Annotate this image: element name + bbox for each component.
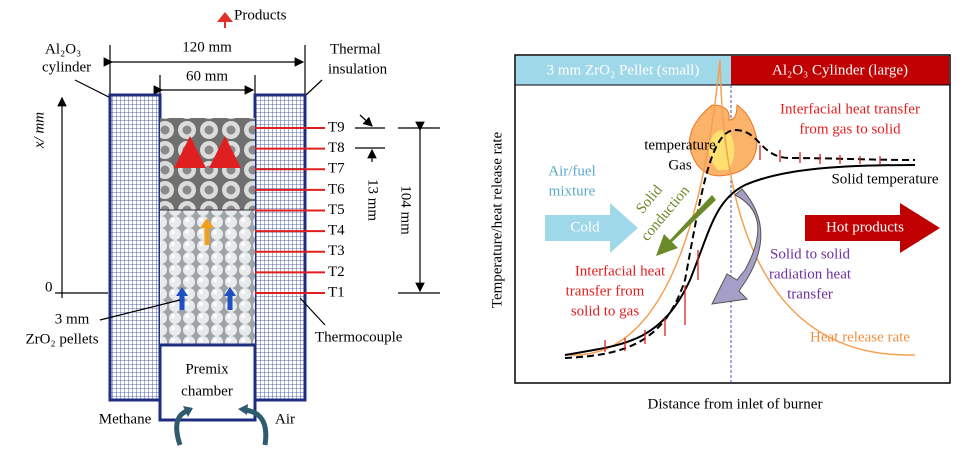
- mixture-label: Air/fuel: [548, 163, 595, 179]
- thermocouple-label: T4: [328, 223, 345, 239]
- inner-width: 60 mm: [186, 68, 228, 84]
- premix-label: chamber: [181, 383, 233, 399]
- thermocouple-label: T5: [328, 202, 345, 218]
- thermocouple-label: T8: [328, 140, 345, 156]
- gas-temperature-label: temperature: [644, 137, 716, 153]
- figure: Products Al₂O₃ cylinder 120 mm 60 mm The…: [0, 0, 966, 450]
- thermocouple-label: T1: [328, 284, 345, 300]
- air-label: Air: [275, 411, 295, 427]
- products-arrow: [217, 12, 233, 28]
- insulation: [110, 95, 160, 400]
- thermocouple-label: T2: [328, 264, 345, 280]
- gas-to-solid-label: from gas to solid: [799, 121, 901, 137]
- radiation-label: transfer: [787, 286, 833, 302]
- zero-label: 0: [45, 279, 53, 295]
- radiation-label: radiation heat: [769, 266, 852, 282]
- thermocouple-label: T9: [328, 119, 345, 135]
- gas-to-solid-label: Interfacial heat transfer: [780, 101, 920, 117]
- x-axis-label: Distance from inlet of burner: [648, 396, 823, 412]
- cylinders: [160, 118, 255, 210]
- premix-label: Premix: [185, 361, 229, 377]
- thermocouple-label: T6: [328, 181, 345, 197]
- y-axis-label: Temperature/heat release rate: [489, 131, 505, 308]
- hot-label: Hot products: [826, 219, 904, 235]
- insulation-label: Thermal: [330, 41, 381, 57]
- mixture-label: mixture: [549, 183, 596, 199]
- zone-small-label: 3 mm ZrO₂ Pellet (small): [547, 62, 700, 78]
- gas-temperature-label: Gas: [668, 157, 691, 173]
- products-label: Products: [234, 7, 287, 23]
- zone-large-label: Al₂O₃ Cylinder (large): [772, 62, 908, 78]
- thermocouple-label: Thermocouple: [315, 329, 403, 345]
- methane-label: Methane: [99, 411, 152, 427]
- cylinder-label: cylinder: [42, 59, 91, 75]
- cylinder-label: Al₂O₃: [45, 41, 81, 57]
- thermocouple-label: T7: [328, 161, 345, 177]
- solid-temperature-label: Solid temperature: [831, 171, 938, 187]
- thermocouple-label: T3: [328, 243, 345, 259]
- x-axis-label: x/ mm: [31, 112, 47, 149]
- dimension: [360, 115, 372, 126]
- insulation-label: insulation: [328, 61, 388, 77]
- solid-to-gas-label: solid to gas: [571, 303, 639, 319]
- pellets-label: ZrO₂ pellets: [25, 331, 98, 347]
- insulation: [255, 95, 305, 400]
- height-label: 104 mm: [398, 185, 414, 235]
- solid-to-gas-label: Interfacial heat: [575, 263, 666, 279]
- pellets-label: 3 mm: [55, 311, 90, 327]
- gap-label: 13 mm: [365, 179, 381, 221]
- cold-label: Cold: [570, 219, 600, 235]
- heat-release-label: Heat release rate: [810, 329, 910, 345]
- outer-width: 120 mm: [182, 39, 232, 55]
- solid-to-gas-label: transfer from: [566, 283, 645, 299]
- radiation-label: Solid to solid: [770, 246, 851, 262]
